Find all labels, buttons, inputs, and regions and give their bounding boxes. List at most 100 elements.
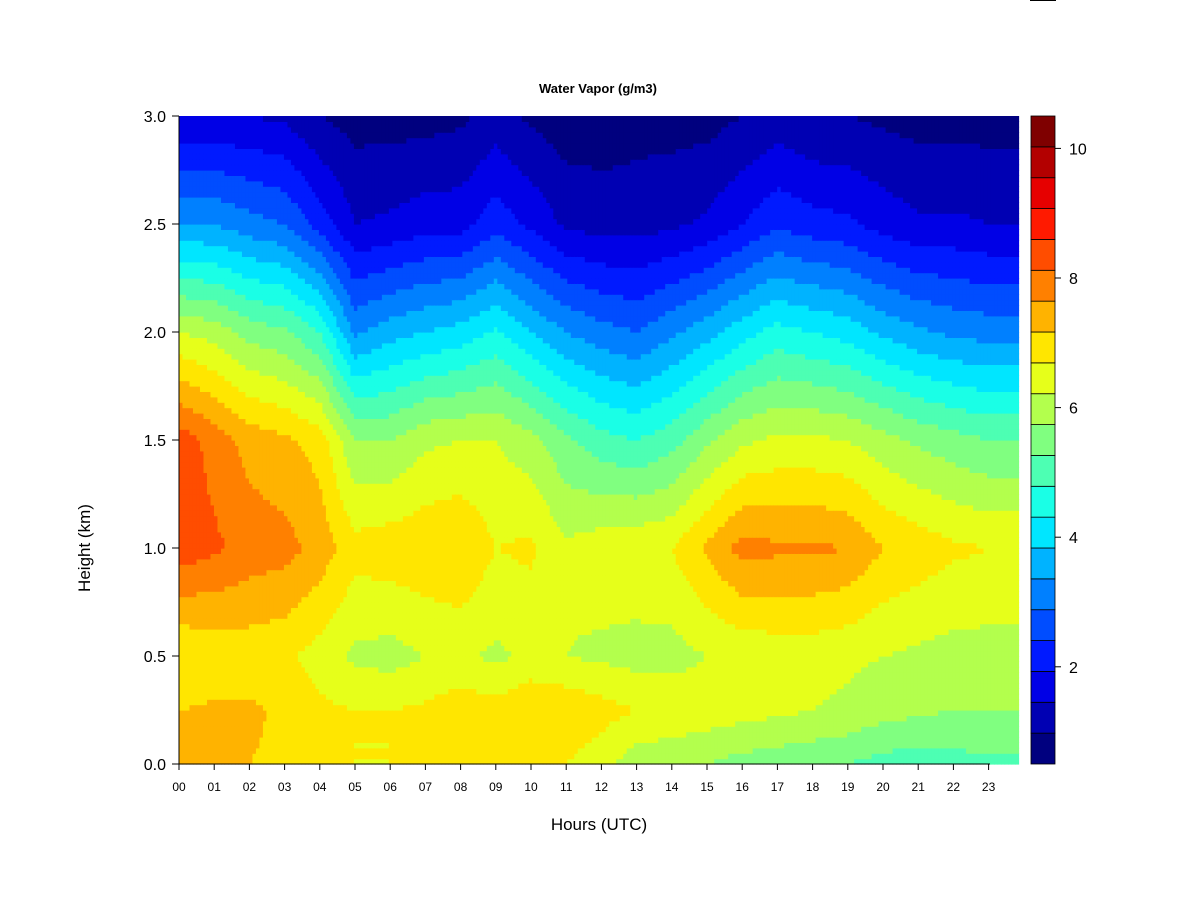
heatmap-cell (298, 553, 302, 559)
heatmap-cell (210, 192, 214, 198)
heatmap-cell (224, 721, 228, 727)
heatmap-cell (312, 564, 316, 570)
heatmap-cell (259, 467, 263, 473)
heatmap-cell (280, 445, 284, 451)
heatmap-cell (235, 370, 239, 376)
heatmap-cell (196, 467, 200, 473)
heatmap-cell (221, 148, 225, 154)
heatmap-cell (287, 440, 291, 446)
heatmap-cell (322, 586, 326, 592)
heatmap-cell (270, 640, 274, 646)
heatmap-cell (259, 246, 263, 252)
heatmap-cell (203, 564, 207, 570)
heatmap-cell (270, 208, 274, 214)
heatmap-cell (242, 667, 246, 673)
heatmap-cell (228, 359, 232, 365)
heatmap-cell (308, 591, 312, 597)
heatmap-cell (312, 656, 316, 662)
heatmap-cell (319, 192, 323, 198)
heatmap-cell (315, 570, 319, 576)
heatmap-cell (231, 197, 235, 203)
heatmap-cell (298, 267, 302, 273)
heatmap-cell (312, 240, 316, 246)
heatmap-cell (224, 445, 228, 451)
heatmap-cell (196, 418, 200, 424)
heatmap-cell (186, 645, 190, 651)
heatmap-cell (308, 532, 312, 538)
heatmap-cell (315, 273, 319, 279)
heatmap-cell (270, 386, 274, 392)
heatmap-cell (179, 192, 183, 198)
heatmap-cell (193, 348, 197, 354)
heatmap-cell (217, 143, 221, 149)
heatmap-cell (277, 651, 281, 657)
heatmap-cell (256, 683, 260, 689)
heatmap-cell (210, 478, 214, 484)
heatmap-cell (298, 499, 302, 505)
heatmap-cell (238, 154, 242, 160)
heatmap-cell (294, 418, 298, 424)
heatmap-cell (284, 429, 288, 435)
heatmap-cell (259, 510, 263, 516)
heatmap-cell (280, 175, 284, 181)
heatmap-cell (294, 348, 298, 354)
heatmap-cell (259, 678, 263, 684)
heatmap-cell (245, 175, 249, 181)
heatmap-cell (221, 559, 225, 565)
heatmap-cell (315, 332, 319, 338)
heatmap-cell (214, 607, 218, 613)
heatmap-cell (203, 273, 207, 279)
heatmap-cell (319, 753, 323, 759)
heatmap-cell (291, 440, 295, 446)
heatmap-cell (256, 413, 260, 419)
heatmap-cell (217, 359, 221, 365)
heatmap-cell (200, 537, 204, 543)
heatmap-cell (214, 445, 218, 451)
heatmap-cell (280, 337, 284, 343)
heatmap-cell (270, 337, 274, 343)
heatmap-cell (252, 667, 256, 673)
heatmap-cell (312, 208, 316, 214)
heatmap-cell (231, 661, 235, 667)
heatmap-cell (280, 343, 284, 349)
heatmap-cell (270, 310, 274, 316)
heatmap-cell (214, 224, 218, 230)
heatmap-cell (319, 267, 323, 273)
heatmap-cell (263, 478, 267, 484)
heatmap-cell (273, 597, 277, 603)
heatmap-cell (319, 283, 323, 289)
heatmap-cell (266, 575, 270, 581)
heatmap-cell (294, 440, 298, 446)
heatmap-cell (189, 251, 193, 257)
heatmap-cell (277, 337, 281, 343)
heatmap-cell (217, 667, 221, 673)
heatmap-cell (277, 505, 281, 511)
heatmap-cell (196, 424, 200, 430)
heatmap-cell (242, 116, 246, 122)
heatmap-cell (238, 359, 242, 365)
heatmap-cell (291, 580, 295, 586)
heatmap-cell (294, 240, 298, 246)
heatmap-cell (221, 305, 225, 311)
heatmap-cell (179, 386, 183, 392)
heatmap-cell (189, 424, 193, 430)
heatmap-cell (270, 381, 274, 387)
heatmap-cell (305, 364, 309, 370)
heatmap-cell (245, 370, 249, 376)
heatmap-cell (231, 278, 235, 284)
heatmap-cell (294, 229, 298, 235)
heatmap-cell (270, 143, 274, 149)
heatmap-cell (273, 683, 277, 689)
heatmap-cell (287, 262, 291, 268)
heatmap-cell (308, 499, 312, 505)
heatmap-cell (273, 202, 277, 208)
heatmap-cell (210, 694, 214, 700)
heatmap-cell (319, 489, 323, 495)
heatmap-cell (245, 170, 249, 176)
heatmap-cell (312, 672, 316, 678)
heatmap-cell (179, 721, 183, 727)
heatmap-cell (235, 499, 239, 505)
heatmap-cell (308, 370, 312, 376)
heatmap-cell (298, 337, 302, 343)
heatmap-cell (273, 267, 277, 273)
